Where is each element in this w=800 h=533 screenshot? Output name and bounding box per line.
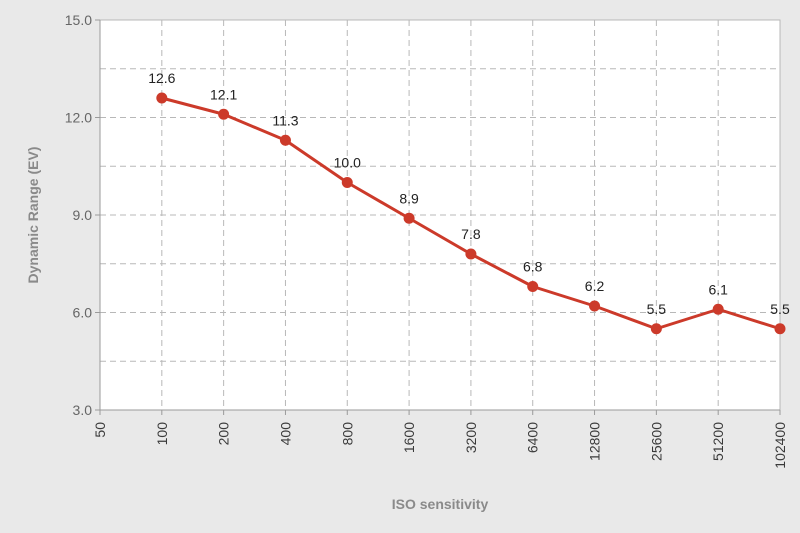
- data-labels: 12.6 12.1 11.3 10.0 8.9 7.8 6.8 6.2 5.5 6.1 5.5: [148, 70, 790, 317]
- x-axis-title: ISO sensitivity: [392, 496, 489, 512]
- data-point: [218, 108, 230, 120]
- data-label: 5.5: [647, 301, 667, 317]
- x-tick-label: 100: [154, 422, 170, 446]
- data-label: 12.1: [210, 86, 237, 102]
- y-tick-label: 12.0: [65, 110, 92, 126]
- y-axis-title: Dynamic Range (EV): [25, 147, 41, 284]
- data-point: [527, 281, 539, 292]
- x-tick-label: 800: [339, 422, 355, 446]
- data-point: [650, 323, 662, 335]
- data-point: [712, 303, 724, 315]
- data-label: 11.3: [272, 112, 298, 128]
- data-point: [465, 248, 477, 260]
- x-tick-label: 400: [277, 422, 293, 446]
- data-label: 10.0: [334, 155, 361, 171]
- data-label: 7.8: [461, 226, 481, 242]
- x-tick-label: 50: [92, 422, 108, 438]
- x-tick-label: 51200: [710, 422, 726, 461]
- data-label: 6.8: [523, 259, 543, 275]
- x-tick-label: 12800: [587, 422, 603, 461]
- data-point: [589, 300, 601, 312]
- x-tick-label: 102400: [772, 422, 788, 469]
- y-axis-ticks: 3.0 6.0 9.0 12.0 15.0: [65, 12, 100, 418]
- data-label: 6.1: [708, 281, 728, 297]
- data-label: 12.6: [148, 70, 175, 86]
- x-tick-label: 25600: [648, 422, 664, 461]
- x-tick-label: 1600: [401, 422, 417, 453]
- y-tick-label: 6.0: [73, 305, 93, 321]
- data-point: [774, 323, 786, 335]
- data-label: 8.9: [399, 190, 419, 206]
- x-axis-ticks: 50 100 200 400 800 1600 3200 6400 12800 25600 5120…: [92, 410, 788, 469]
- x-tick-label: 3200: [463, 422, 479, 453]
- data-point: [403, 212, 415, 224]
- grid-lines: [100, 20, 780, 410]
- data-point: [341, 177, 353, 188]
- data-label: 5.5: [770, 301, 790, 317]
- y-tick-label: 9.0: [73, 207, 93, 223]
- series: [156, 92, 786, 335]
- data-label: 6.2: [585, 278, 605, 294]
- y-tick-label: 3.0: [73, 402, 93, 418]
- x-tick-label: 6400: [525, 422, 541, 453]
- y-tick-label: 15.0: [65, 12, 92, 28]
- data-point: [279, 134, 291, 146]
- data-point: [156, 92, 168, 104]
- x-tick-label: 200: [216, 422, 232, 446]
